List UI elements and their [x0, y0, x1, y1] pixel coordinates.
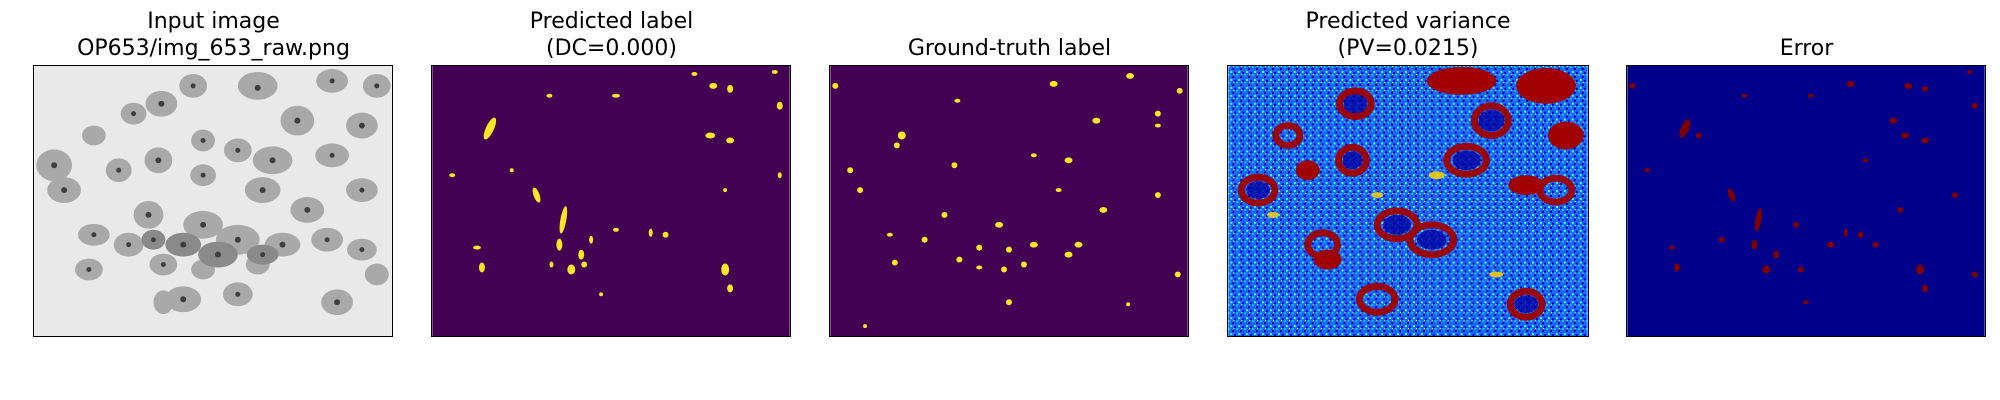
- panel-title: Input image OP653/img_653_raw.png: [13, 8, 414, 62]
- panel-title-line-1: Predicted variance: [1305, 9, 1511, 34]
- predicted-label-frame: [431, 65, 791, 337]
- panel-title-line-1: Error: [1779, 36, 1834, 61]
- error-frame: [1626, 65, 1986, 337]
- panel-title: Ground-truth label: [809, 35, 1210, 62]
- error-map: [1627, 66, 1985, 336]
- predicted-label-mask: [432, 66, 790, 336]
- panel-title: Predicted label (DC=0.000): [411, 8, 812, 62]
- panel-title-line-2: (PV=0.0215): [1337, 36, 1479, 61]
- predicted-variance-heatmap: [1228, 66, 1588, 336]
- panel-title-line-1: Ground-truth label: [907, 36, 1112, 61]
- predicted-variance-frame: [1227, 65, 1589, 337]
- panel-title-line-2: OP653/img_653_raw.png: [77, 36, 350, 61]
- panel-title: Predicted variance (PV=0.0215): [1207, 8, 1609, 62]
- input-image-cells: [34, 66, 392, 336]
- panel-title-line-2: (DC=0.000): [546, 36, 677, 61]
- panel-title: Error: [1606, 35, 2000, 62]
- ground-truth-label-frame: [829, 65, 1189, 337]
- panel-title-line-1: Input image: [147, 9, 280, 34]
- panel-title-line-1: Predicted label: [529, 9, 694, 34]
- input-image-frame: [33, 65, 393, 337]
- ground-truth-label-mask: [830, 66, 1188, 336]
